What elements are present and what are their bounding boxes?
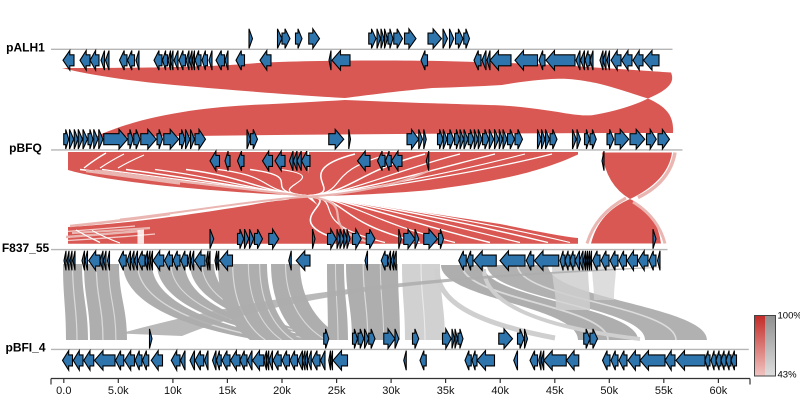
svg-text:30k: 30k bbox=[382, 385, 400, 397]
svg-text:55k: 55k bbox=[655, 385, 673, 397]
svg-text:F837_55: F837_55 bbox=[2, 241, 50, 255]
svg-text:10k: 10k bbox=[164, 385, 182, 397]
svg-text:20k: 20k bbox=[273, 385, 291, 397]
svg-text:pBFQ: pBFQ bbox=[9, 141, 42, 155]
svg-text:60k: 60k bbox=[710, 385, 728, 397]
svg-text:25k: 25k bbox=[328, 385, 346, 397]
svg-text:pBFI_4: pBFI_4 bbox=[5, 341, 45, 355]
svg-text:40k: 40k bbox=[491, 385, 509, 397]
svg-text:15k: 15k bbox=[219, 385, 237, 397]
svg-text:0.0: 0.0 bbox=[56, 385, 71, 397]
svg-text:35k: 35k bbox=[437, 385, 455, 397]
svg-text:5.0k: 5.0k bbox=[108, 385, 129, 397]
svg-text:pALH1: pALH1 bbox=[6, 41, 45, 55]
svg-text:50k: 50k bbox=[600, 385, 618, 397]
svg-text:45k: 45k bbox=[546, 385, 564, 397]
svg-text:43%: 43% bbox=[778, 370, 798, 381]
svg-text:100%: 100% bbox=[778, 311, 800, 322]
